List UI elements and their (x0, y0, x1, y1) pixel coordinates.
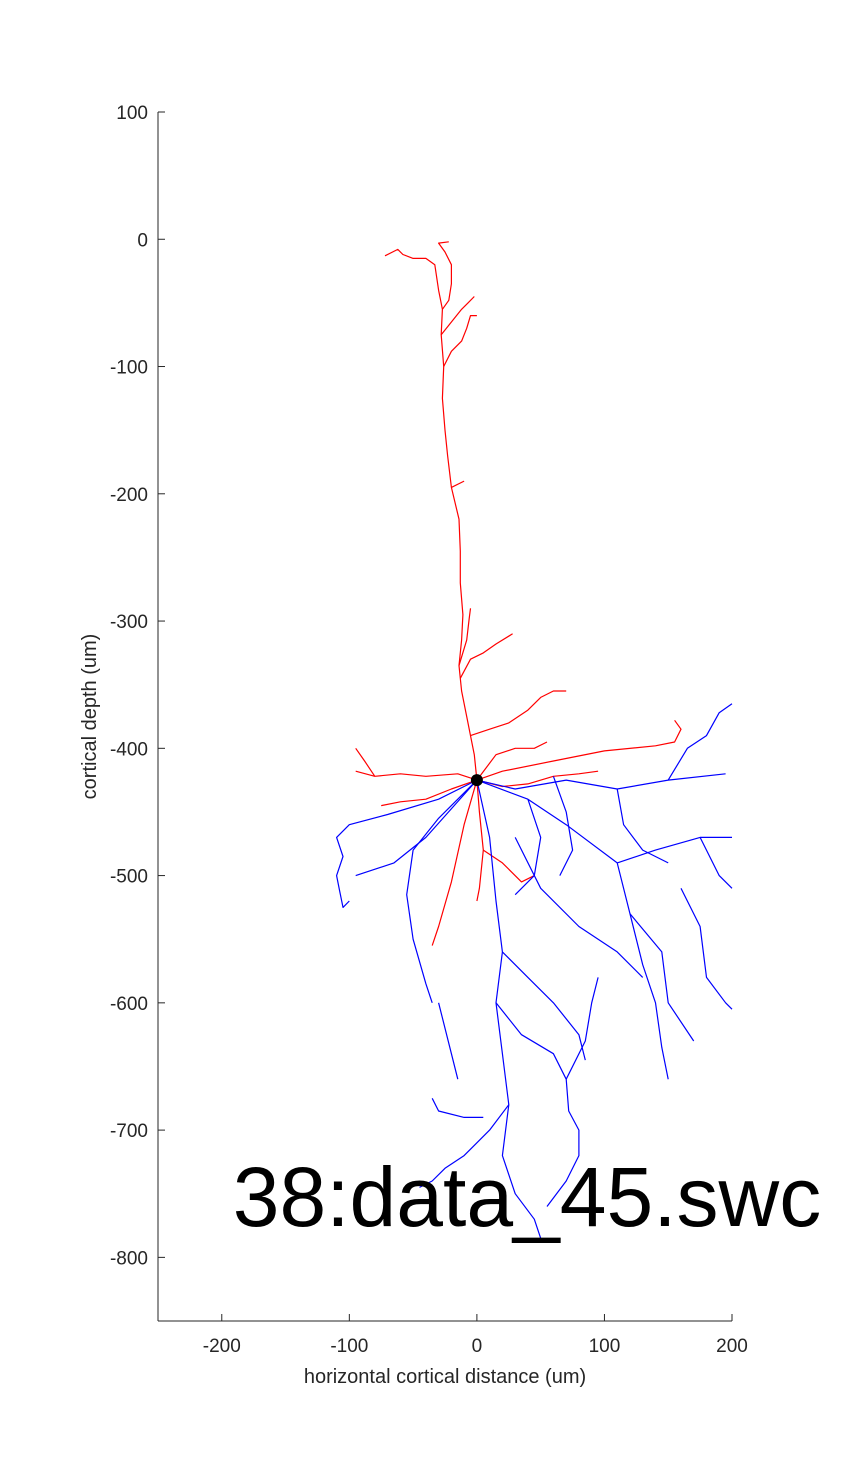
dendrite-branch (381, 779, 478, 807)
axon-branch (667, 703, 733, 781)
axon-branch (699, 837, 733, 889)
dendrite-branch (459, 633, 513, 679)
dendrite-branch (476, 741, 548, 781)
y-tick-label: -400 (110, 739, 148, 760)
axon-branch (476, 773, 726, 790)
dendrite-branch (355, 747, 376, 777)
y-tick-label: -300 (110, 612, 148, 633)
y-tick-label: -800 (110, 1248, 148, 1269)
x-tick-label: 0 (472, 1336, 483, 1357)
dendrite-branch (355, 770, 478, 781)
y-axis-label: cortical depth (um) (79, 634, 101, 800)
axon-branch (514, 837, 644, 978)
dendrite-branch (443, 315, 477, 367)
x-axis-label: horizontal cortical distance (um) (304, 1366, 586, 1388)
dendrite-branch (470, 690, 567, 737)
axon-branch (501, 951, 586, 1061)
axon-branch (514, 799, 542, 896)
axon-branch (406, 779, 478, 1003)
dendrite-branch (476, 780, 484, 902)
dendrite-branch (451, 480, 465, 488)
axes: 100 0 -100 -200 -300 -400 -500 -600 -700 -800 -20… (110, 103, 748, 1357)
x-tick-label: 100 (589, 1336, 621, 1357)
axon-branch (336, 779, 478, 909)
x-tick-label: -100 (330, 1336, 368, 1357)
dendrite-branch (482, 849, 535, 883)
axon-branch (680, 888, 733, 1010)
axon-branch (476, 779, 695, 1042)
y-tick-label: -600 (110, 994, 148, 1015)
axon-branch (476, 779, 542, 1239)
plot-area (336, 241, 733, 1239)
dendrite-branch (384, 248, 478, 781)
dendrite-branch (440, 296, 475, 336)
x-axis-ticks: -200 -100 0 100 200 (203, 1314, 748, 1357)
file-title: 38:data_45.swc (233, 1150, 821, 1244)
axon-branch (419, 1104, 510, 1188)
y-tick-label: 0 (137, 230, 148, 251)
y-tick-label: 100 (116, 103, 148, 124)
x-tick-label: -200 (203, 1336, 241, 1357)
dendrite-branch (476, 719, 682, 781)
y-tick-label: -100 (110, 358, 148, 379)
y-axis-ticks: 100 0 -100 -200 -300 -400 -500 -600 -700 -800 (110, 103, 165, 1269)
axon-branch (565, 977, 599, 1080)
axon-branch (355, 779, 478, 877)
soma-marker (470, 774, 483, 787)
dendrite-branch (431, 779, 478, 946)
axon-branch (495, 1002, 580, 1207)
axon-branch (629, 913, 669, 1080)
axon-branch (552, 776, 574, 876)
x-tick-label: 200 (716, 1336, 748, 1357)
y-tick-label: -500 (110, 867, 148, 888)
dendrite-branch (438, 241, 452, 310)
dendrite-branch (458, 608, 472, 666)
axon-branch (431, 1098, 484, 1119)
axon-branch (616, 788, 669, 864)
dendrite-series (355, 241, 682, 946)
y-tick-label: -200 (110, 485, 148, 506)
axon-branch (617, 836, 732, 864)
axon-series (336, 703, 733, 1239)
axon-branch (438, 1002, 459, 1080)
y-tick-label: -700 (110, 1121, 148, 1142)
